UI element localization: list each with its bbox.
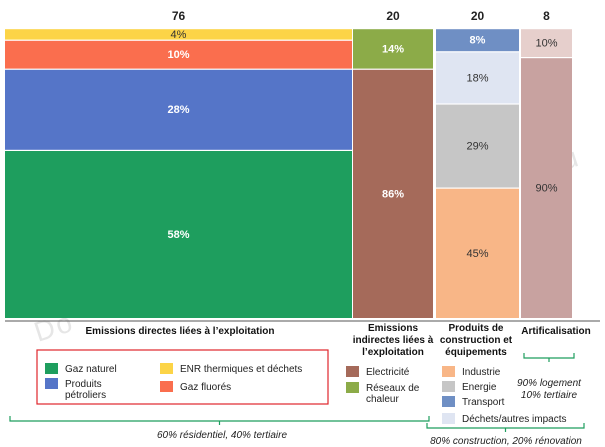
- legend-swatch-energie: [442, 381, 455, 392]
- category-labels: Emissions directes liées à l’exploitatio…: [86, 323, 591, 358]
- data-label-2-1: 29%: [466, 140, 488, 152]
- legend-swatch-electricite: [346, 366, 359, 377]
- bar-emissions-directes-liees-gaz-fluores-2: [5, 40, 352, 69]
- data-label-0-1: 28%: [167, 104, 189, 116]
- note-artificalisation: 90% logement 10% tertiaire: [517, 378, 582, 401]
- category-label-0: Emissions directes liées à l’exploitatio…: [86, 326, 275, 337]
- column-totals: 76 20 20 8: [172, 9, 550, 23]
- bar-emissions-indirectes-lie-reseaux-de-chaleur-1: [353, 29, 433, 69]
- bar-produits-de-construction-industrie-0: [436, 188, 519, 318]
- column-total-1: 20: [386, 9, 400, 23]
- legend-label-industrie: Industrie: [462, 367, 501, 378]
- bar-artificalisation-artificalisation-0: [521, 58, 572, 318]
- legend-swatch-produits-petroliers: [45, 378, 58, 389]
- column-total-2: 20: [471, 9, 485, 23]
- legend-swatch-reseaux-de-chaleur: [346, 382, 359, 393]
- bar-produits-de-construction-energie-1: [436, 104, 519, 188]
- data-label-0-3: 4%: [171, 29, 187, 41]
- data-label-1-0: 86%: [382, 188, 404, 200]
- legend-swatch-transport: [442, 396, 455, 407]
- category-label-3: Artificalisation: [521, 326, 590, 337]
- legend-label-transport: Transport: [462, 397, 505, 408]
- data-label-2-3: 8%: [470, 35, 486, 47]
- legend-label-electricite: Electricité: [366, 367, 410, 378]
- legend-swatch-gaz-naturel: [45, 363, 58, 374]
- bar-emissions-directes-liees-enr-thermiques-et-dechets-3: [5, 29, 352, 40]
- data-label-3-1: 10%: [535, 38, 557, 50]
- note-construction: 80% construction, 20% rénovation: [430, 436, 582, 447]
- legend-label-produits-petroliers: Produits pétroliers: [65, 379, 106, 401]
- legend-label-dechets-autres-impacts: Déchets/autres impacts: [462, 414, 567, 425]
- legend-swatch-enr-thermiques-et-dechets: [160, 363, 173, 374]
- bar-artificalisation-artificalisation-1: [521, 29, 572, 57]
- legend-swatch-dechets-autres-impacts: [442, 413, 455, 424]
- data-label-2-0: 45%: [466, 248, 488, 260]
- data-label-1-1: 14%: [382, 43, 404, 55]
- data-label-2-2: 18%: [466, 72, 488, 84]
- data-label-0-2: 10%: [167, 49, 189, 61]
- bracket-direct: [9, 416, 430, 425]
- data-label-3-0: 90%: [535, 183, 557, 195]
- legend-box: [36, 349, 329, 405]
- legend-label-gaz-fluores: Gaz fluorés: [180, 382, 231, 393]
- legend: Gaz naturel ENR thermiques et déchets Prod…: [36, 349, 567, 425]
- bracket-construction: [426, 423, 585, 432]
- category-label-1: Emissions indirectes liées à l’exploitatio…: [353, 323, 434, 358]
- legend-label-reseaux-de-chaleur: Réseaux de chaleur: [366, 383, 420, 405]
- legend-label-gaz-naturel: Gaz naturel: [65, 364, 117, 375]
- category-label-2: Produits de construction et équipements: [440, 323, 513, 358]
- bar-emissions-indirectes-lie-electricite-0: [353, 69, 433, 318]
- legend-label-enr-thermiques-et-dechets: ENR thermiques et déchets: [180, 364, 302, 375]
- data-label-0-0: 58%: [167, 229, 189, 241]
- bracket-artificalisation: [523, 353, 575, 362]
- legend-swatch-industrie: [442, 366, 455, 377]
- bar-produits-de-construction-transport-3: [436, 29, 519, 52]
- bar-emissions-directes-liees-produits-petroliers-1: [5, 69, 352, 150]
- note-direct: 60% résidentiel, 40% tertiaire: [157, 430, 288, 441]
- column-total-3: 8: [543, 9, 550, 23]
- notes: 60% résidentiel, 40% tertiaire 80% constr…: [9, 353, 585, 447]
- bar-emissions-directes-liees-gaz-naturel-0: [5, 151, 352, 318]
- legend-label-energie: Energie: [462, 382, 497, 393]
- legend-swatch-gaz-fluores: [160, 381, 173, 392]
- column-total-0: 76: [172, 9, 186, 23]
- bar-produits-de-construction-dechets-autres-impacts-2: [436, 52, 519, 104]
- stacked-bars: 58% 28% 10% 4% 86% 14% 45% 29% 18% 8% 90% 10%: [5, 29, 572, 318]
